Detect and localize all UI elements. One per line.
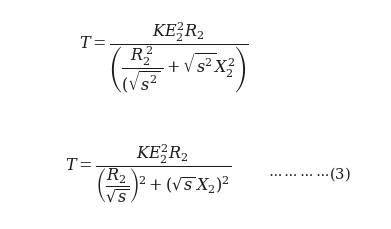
Text: $T = \dfrac{KE_2^2R_2}{\left(\dfrac{R_2^{\,2}}{(\sqrt{s^2}\,} + \sqrt{s^2}X_2^2\: $T = \dfrac{KE_2^2R_2}{\left(\dfrac{R_2^… [79, 20, 249, 95]
Text: $\cdots\,\cdots\,\cdots\,\cdots(3)$: $\cdots\,\cdots\,\cdots\,\cdots(3)$ [267, 165, 350, 183]
Text: $T = \dfrac{KE_2^2R_2}{\left(\dfrac{R_2}{\sqrt{s}}\right)^{\!2} + \left(\sqrt{s}: $T = \dfrac{KE_2^2R_2}{\left(\dfrac{R_2}… [65, 143, 232, 205]
